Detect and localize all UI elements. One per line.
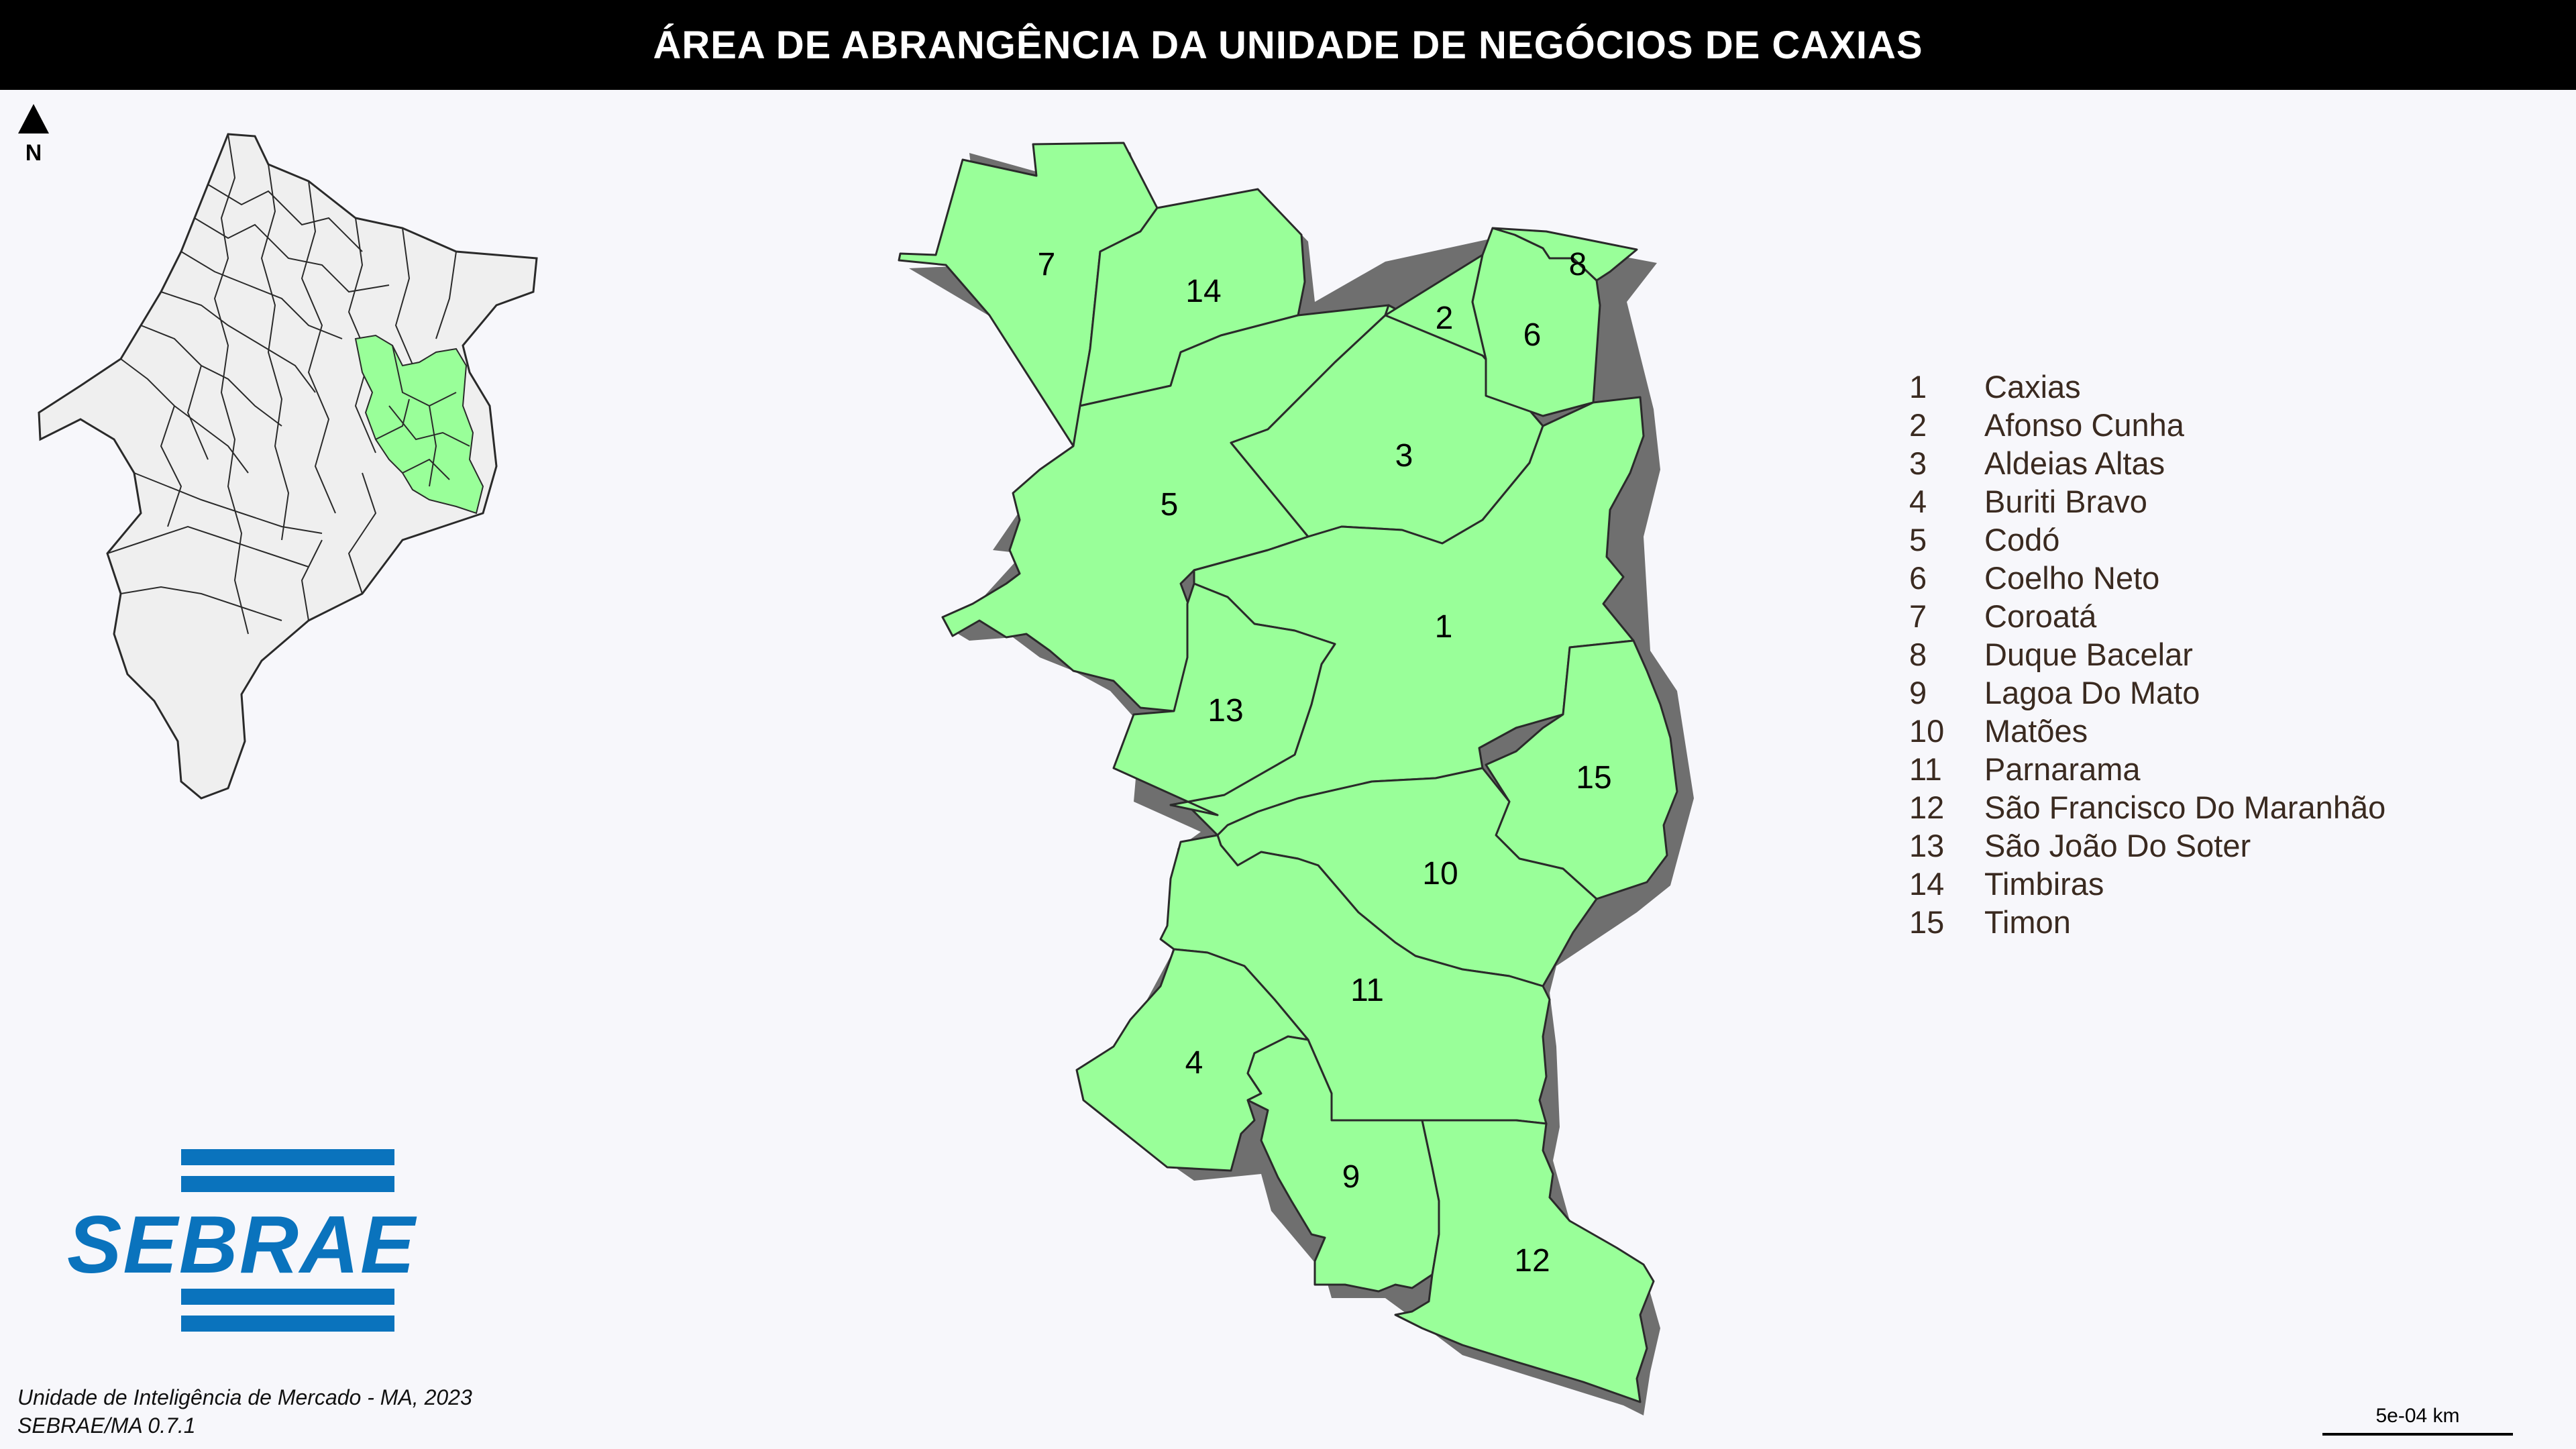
legend-name: São Francisco Do Maranhão <box>1984 790 2386 825</box>
legend-name: Matões <box>1984 713 2088 749</box>
region-5-polygon <box>941 304 1390 712</box>
legend-number: 14 <box>1909 866 1945 902</box>
legend-number: 5 <box>1909 522 1927 557</box>
legend-name: Buriti Bravo <box>1984 484 2147 519</box>
region-label-6: 6 <box>1523 317 1542 353</box>
inset-municipal-lines <box>107 133 457 635</box>
legend-number: 3 <box>1909 445 1927 481</box>
legend-number: 7 <box>1909 598 1927 634</box>
legend-row: 1 Caxias <box>1908 368 2512 406</box>
legend-row: 8 Duque Bacelar <box>1908 635 2512 674</box>
region-label-4: 4 <box>1185 1045 1203 1081</box>
legend-number: 9 <box>1909 675 1927 710</box>
legend-row: 13 São João Do Soter <box>1908 826 2512 865</box>
legend-number: 1 <box>1909 369 1927 405</box>
region-label-10: 10 <box>1422 856 1458 892</box>
legend-name: Coroatá <box>1984 598 2097 634</box>
legend-name: Duque Bacelar <box>1984 637 2193 672</box>
legend-name: Timbiras <box>1984 866 2104 902</box>
region-label-1: 1 <box>1435 609 1453 645</box>
legend-number: 4 <box>1909 484 1927 519</box>
map-title: ÁREA DE ABRANGÊNCIA DA UNIDADE DE NEGÓCI… <box>653 23 1923 67</box>
municipality-polygons <box>898 142 1678 1403</box>
scale-line <box>2322 1433 2513 1436</box>
region-label-11: 11 <box>1350 973 1384 1008</box>
legend-name: Lagoa Do Mato <box>1984 675 2200 710</box>
region-label-3: 3 <box>1395 438 1413 474</box>
legend-number: 10 <box>1909 713 1945 749</box>
region-label-7: 7 <box>1038 247 1056 282</box>
logo-stripe <box>181 1316 394 1332</box>
legend-number: 11 <box>1909 751 1942 787</box>
legend-name: Timon <box>1984 904 2071 940</box>
legend-name: Codó <box>1984 522 2060 557</box>
legend-name: Coelho Neto <box>1984 560 2160 596</box>
legend-number: 12 <box>1909 790 1945 825</box>
logo-stripe <box>181 1289 394 1305</box>
legend-row: 11 Parnarama <box>1908 750 2512 788</box>
region-8-polygon <box>1491 227 1638 282</box>
legend-row: 6 Coelho Neto <box>1908 559 2512 597</box>
region-label-2: 2 <box>1436 301 1454 336</box>
scale-bar: 5e-04 km <box>2322 1405 2513 1438</box>
legend-number: 8 <box>1909 637 1927 672</box>
logo-wordmark: SEBRAE <box>67 1199 417 1290</box>
title-bar: ÁREA DE ABRANGÊNCIA DA UNIDADE DE NEGÓCI… <box>0 0 2576 90</box>
inset-state-outline <box>38 133 538 800</box>
region-label-15: 15 <box>1576 760 1611 796</box>
credit-line-1: Unidade de Inteligência de Mercado - MA,… <box>17 1385 472 1409</box>
legend-row: 7 Coroatá <box>1908 597 2512 635</box>
credit-text: Unidade de Inteligência de Mercado - MA,… <box>17 1383 472 1440</box>
logo-stripe <box>181 1149 394 1165</box>
legend-number: 6 <box>1909 560 1927 596</box>
legend-number: 2 <box>1909 407 1927 443</box>
legend-row: 4 Buriti Bravo <box>1908 482 2512 521</box>
legend-name: São João Do Soter <box>1984 828 2251 863</box>
region-label-14: 14 <box>1185 274 1221 309</box>
legend-row: 12 São Francisco Do Maranhão <box>1908 788 2512 826</box>
region-label-5: 5 <box>1161 487 1179 523</box>
region-label-12: 12 <box>1514 1243 1550 1279</box>
scale-label: 5e-04 km <box>2375 1405 2460 1427</box>
sebrae-logo: SEBRAE <box>67 1144 456 1332</box>
legend-row: 5 Codó <box>1908 521 2512 559</box>
legend-row: 15 Timon <box>1908 903 2512 941</box>
legend-name: Afonso Cunha <box>1984 407 2184 443</box>
north-arrow-icon: N <box>15 104 52 171</box>
region-label-9: 9 <box>1342 1159 1360 1195</box>
legend-row: 10 Matões <box>1908 712 2512 750</box>
region-number-labels: 7 14 2 8 6 3 5 1 13 15 10 11 4 9 12 <box>1038 247 1612 1279</box>
inset-state-map <box>38 133 538 800</box>
legend-row: 3 Aldeias Altas <box>1908 444 2512 482</box>
region-label-8: 8 <box>1569 247 1587 282</box>
region-13-polygon <box>1112 582 1336 816</box>
north-arrow-head <box>18 104 49 133</box>
inset-highlight-area <box>354 334 484 515</box>
legend-name: Parnarama <box>1984 751 2141 787</box>
legend-row: 2 Afonso Cunha <box>1908 406 2512 444</box>
region-12-polygon <box>1394 1119 1655 1403</box>
north-label: N <box>25 140 42 166</box>
logo-stripe <box>181 1176 394 1192</box>
legend-number: 13 <box>1909 828 1945 863</box>
region-9-polygon <box>1246 1035 1440 1293</box>
municipality-legend: 1 Caxias 2 Afonso Cunha 3 Aldeias Altas 4 Bu… <box>1908 368 2512 941</box>
legend-number: 15 <box>1909 904 1945 940</box>
legend-name: Caxias <box>1984 369 2081 405</box>
legend-row: 14 Timbiras <box>1908 865 2512 903</box>
region-label-13: 13 <box>1208 693 1243 729</box>
credit-line-2: SEBRAE/MA 0.7.1 <box>17 1413 196 1438</box>
legend-name: Aldeias Altas <box>1984 445 2165 481</box>
region-4-polygon <box>1075 948 1309 1172</box>
legend-row: 9 Lagoa Do Mato <box>1908 674 2512 712</box>
